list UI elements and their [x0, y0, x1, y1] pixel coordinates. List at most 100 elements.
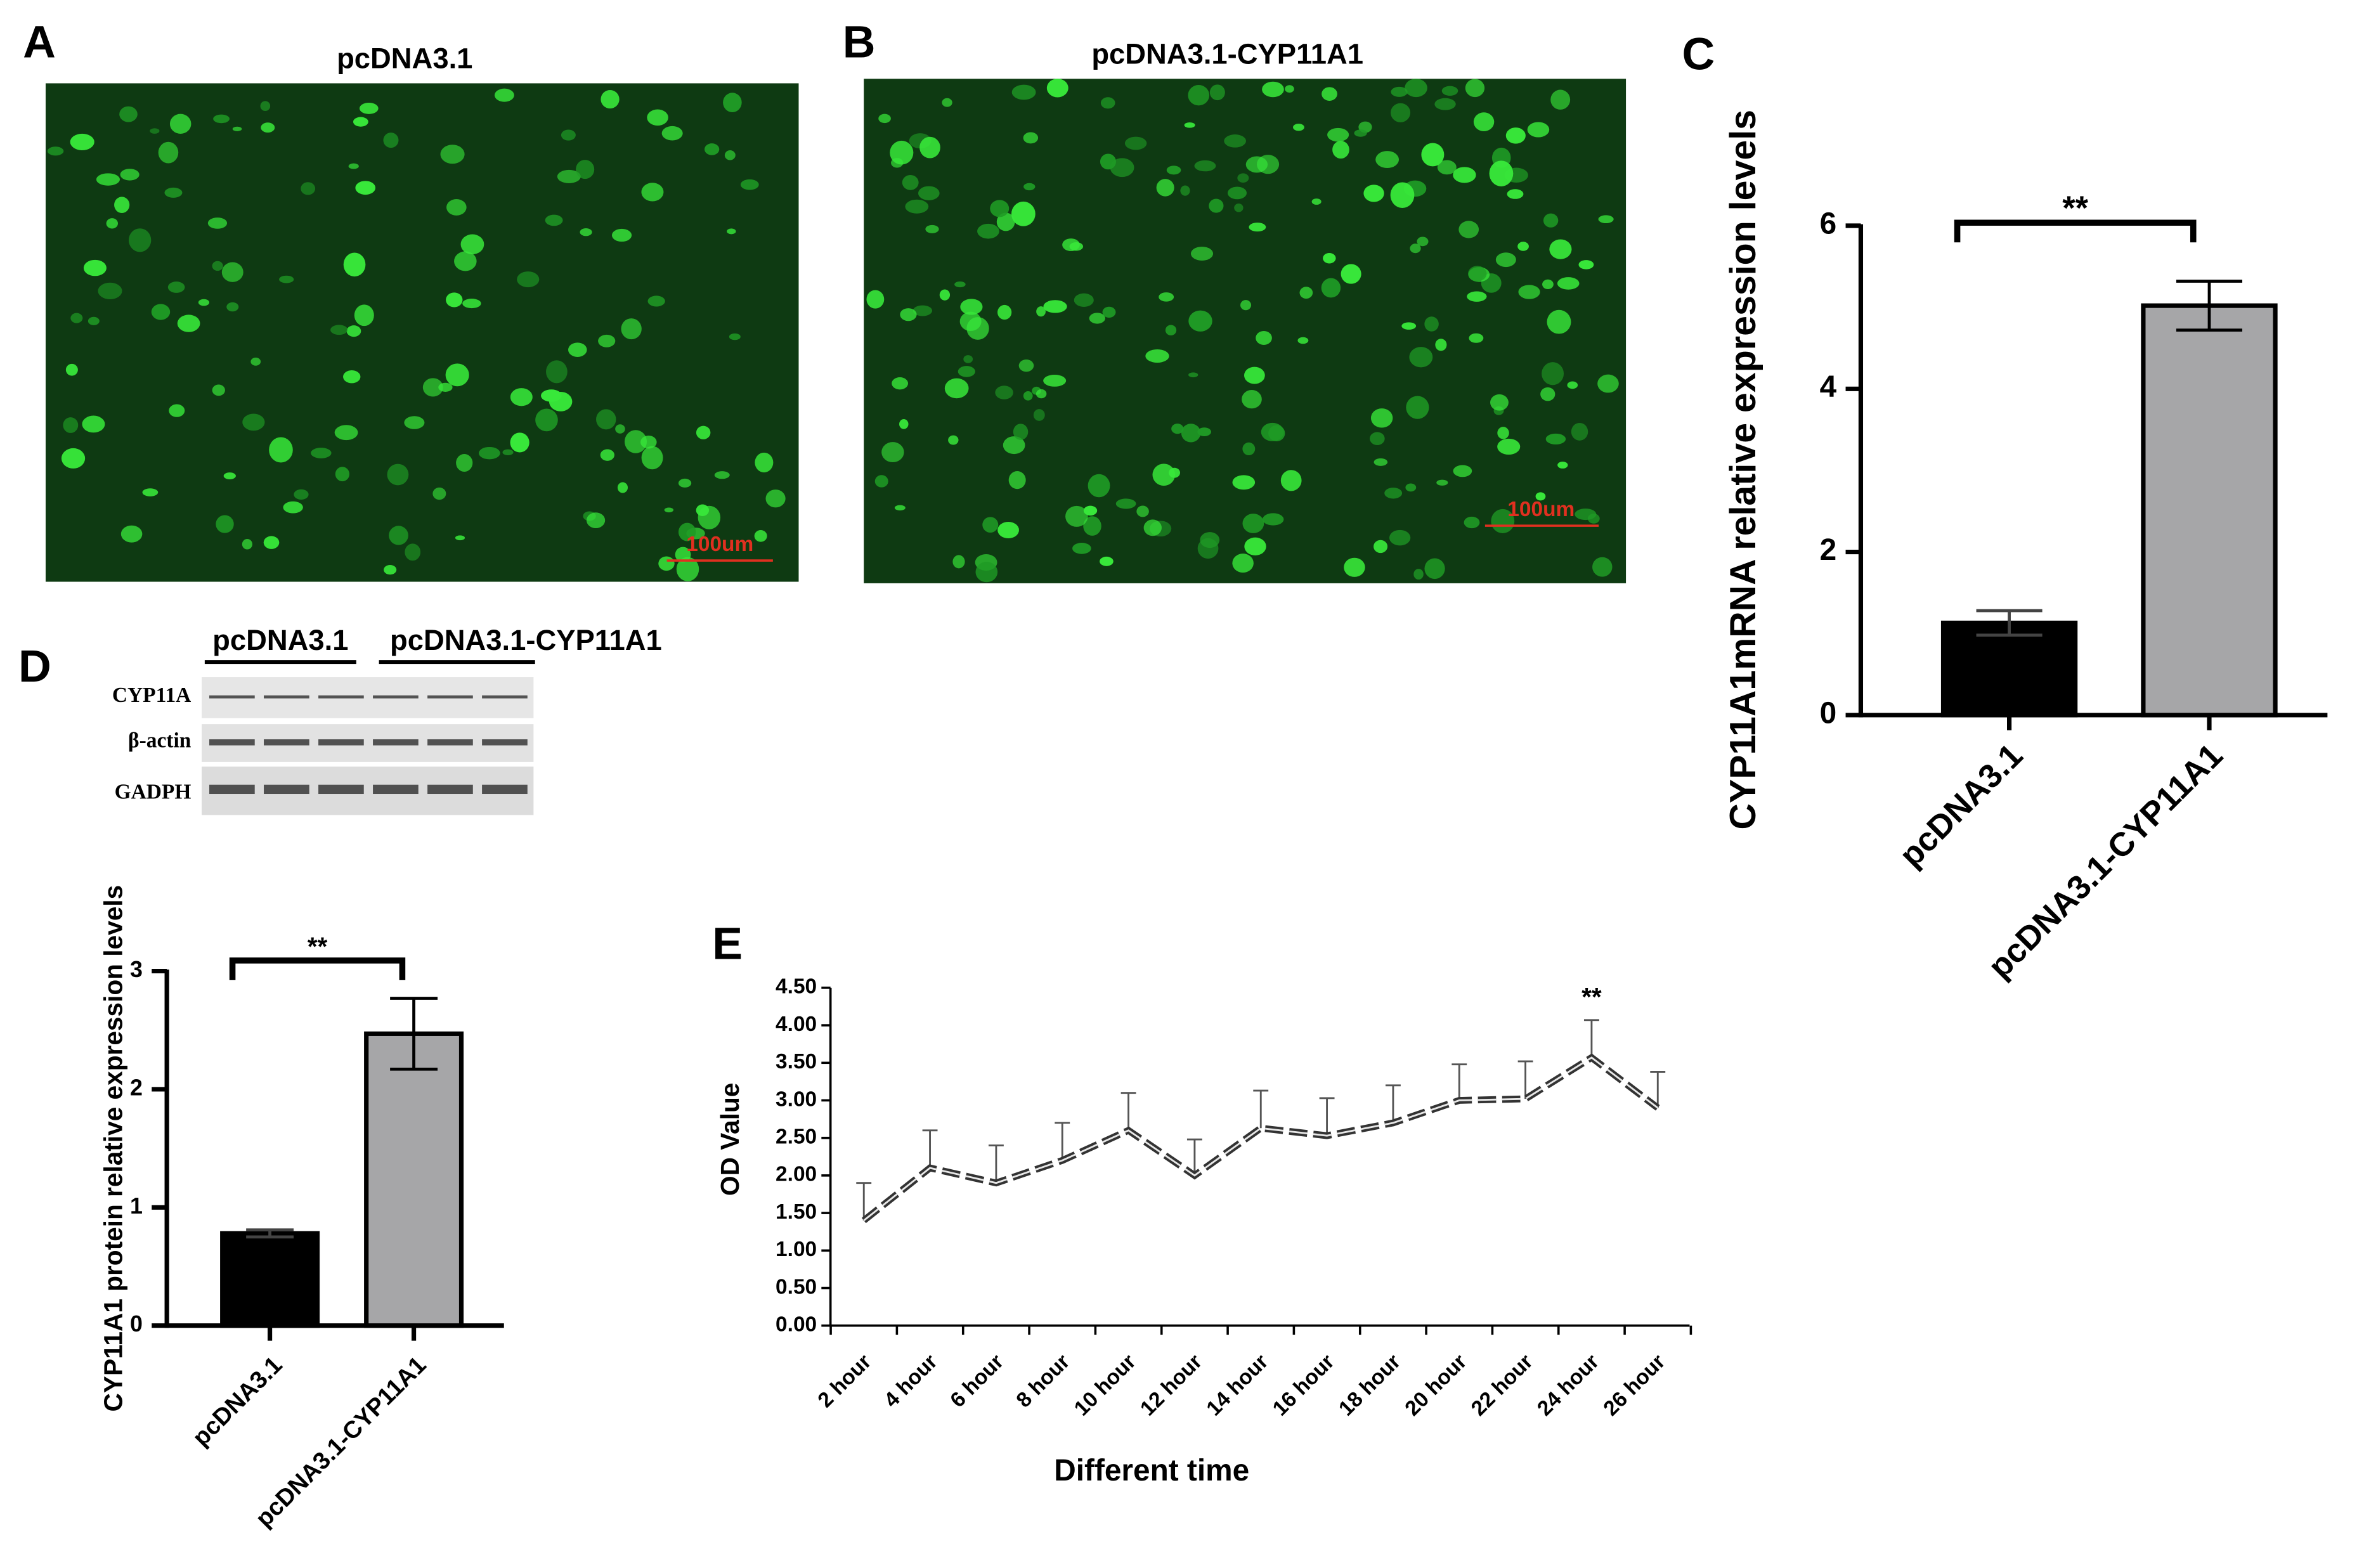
cell	[169, 113, 192, 134]
error-bar	[1650, 1071, 1666, 1108]
cell	[404, 416, 425, 429]
cell	[647, 109, 668, 126]
cell	[755, 452, 774, 473]
cell	[1088, 474, 1110, 498]
cell	[517, 271, 540, 288]
error-bar	[246, 1228, 294, 1239]
error-bar	[2176, 280, 2243, 332]
band	[318, 739, 364, 746]
image-title: pcDNA3.1	[337, 42, 472, 75]
panel-label: A	[23, 17, 56, 68]
cell	[561, 129, 576, 141]
cell	[1542, 279, 1554, 290]
cell	[330, 325, 348, 335]
cell	[535, 408, 558, 432]
cell	[1327, 127, 1349, 142]
cell	[1409, 347, 1433, 368]
cell	[1280, 470, 1302, 491]
cell	[114, 197, 130, 213]
cell	[1468, 266, 1487, 282]
cell	[1242, 514, 1264, 533]
cell	[1505, 127, 1526, 144]
bar	[220, 1231, 320, 1328]
cell	[63, 417, 79, 433]
cell	[696, 504, 710, 516]
cell	[954, 281, 966, 288]
cell	[1197, 538, 1219, 559]
cell	[1011, 201, 1036, 226]
cell	[1089, 313, 1105, 324]
cell	[389, 526, 408, 545]
cell	[1598, 215, 1614, 224]
x-tick-label: 4 hour	[880, 1350, 942, 1412]
cell	[1567, 381, 1578, 389]
cell	[1374, 540, 1388, 554]
cell	[982, 517, 999, 533]
cell	[960, 299, 983, 315]
bar	[2141, 303, 2278, 718]
cell	[1405, 483, 1417, 492]
cell	[232, 126, 242, 132]
cell	[963, 355, 973, 363]
blot-group: pcDNA3.1	[212, 624, 348, 656]
cell	[1136, 505, 1149, 517]
cell	[1244, 366, 1265, 384]
cell	[894, 505, 906, 511]
blot-label: GADPH	[115, 781, 192, 804]
cell	[948, 435, 959, 445]
y-tick-label: 2.00	[776, 1163, 817, 1186]
cell	[1110, 158, 1134, 178]
cell	[958, 366, 975, 377]
error-bar	[390, 997, 438, 1071]
cell	[440, 145, 465, 164]
cell	[892, 377, 909, 390]
cell	[1256, 331, 1272, 346]
error-bar	[1120, 1092, 1136, 1131]
cell	[1497, 427, 1509, 439]
cell	[1437, 160, 1457, 175]
cell	[1341, 264, 1361, 284]
cell	[261, 122, 275, 133]
band	[427, 739, 473, 746]
cell	[641, 446, 663, 470]
cell	[1321, 278, 1341, 298]
cell	[919, 136, 940, 159]
cell	[1401, 322, 1417, 330]
cell	[383, 133, 399, 148]
cell	[647, 295, 665, 307]
cell	[600, 449, 614, 461]
cell	[1072, 543, 1091, 554]
cell	[997, 304, 1012, 320]
y-tick-label: 3.00	[776, 1087, 817, 1111]
cell	[1152, 463, 1176, 486]
cell	[1592, 557, 1613, 577]
cell	[1557, 277, 1580, 290]
cell	[1033, 409, 1045, 421]
cell	[617, 482, 628, 493]
band	[209, 695, 255, 699]
y-tick-label: 0	[1820, 696, 1837, 730]
cell	[83, 259, 107, 276]
cell	[1424, 316, 1439, 332]
line	[863, 1056, 1659, 1222]
cell	[878, 113, 891, 124]
cell	[1311, 198, 1322, 205]
cell	[212, 384, 225, 396]
cell	[294, 489, 309, 500]
cell	[1083, 516, 1101, 536]
cell	[221, 262, 244, 282]
cell	[1547, 309, 1571, 334]
cell	[615, 424, 625, 434]
cell	[164, 187, 183, 198]
cell	[1232, 554, 1254, 573]
scale-label: 100um	[1507, 498, 1575, 521]
x-tick-label: 18 hour	[1334, 1350, 1405, 1421]
cell	[1261, 422, 1284, 441]
blot-group: pcDNA3.1-CYP11A1	[390, 624, 662, 656]
cell	[541, 389, 562, 402]
cell	[169, 404, 185, 417]
y-tick-label: 3	[130, 957, 143, 982]
fluorescence-image	[45, 83, 799, 582]
cell	[1370, 432, 1385, 446]
band	[373, 695, 419, 699]
